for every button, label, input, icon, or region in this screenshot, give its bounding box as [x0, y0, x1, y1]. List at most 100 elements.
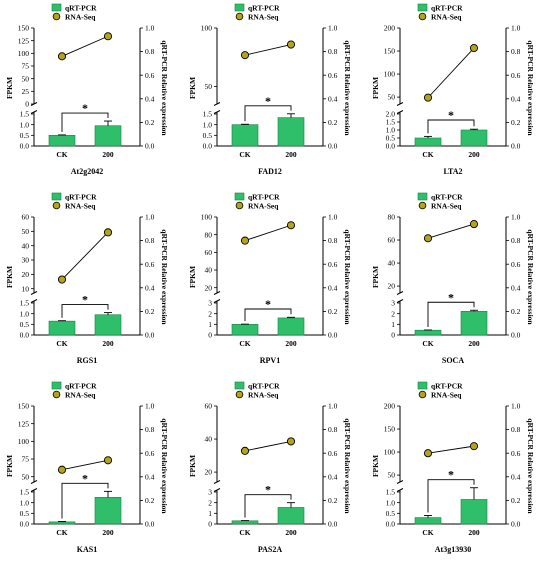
- rnaseq-point-ck: [423, 449, 433, 458]
- significance-bracket: [61, 304, 109, 318]
- axes: 0 1 23 20 40 60 0.0 0.2 0.4 0.6 0.8 1.0 FPKM qRT-PCR …: [188, 402, 352, 529]
- x-tick-label: CK: [56, 150, 67, 159]
- y-tick-label: 40: [205, 266, 213, 275]
- bar-ck: [231, 520, 259, 525]
- significance: *: [427, 468, 475, 513]
- y-tick-label: 100: [18, 49, 30, 58]
- y-tick-label: 3: [208, 488, 212, 497]
- rnaseq-point-200: [286, 437, 296, 446]
- right-tick-label: 0.2: [511, 307, 521, 316]
- y-tick-label: 0.5: [386, 134, 396, 143]
- right-tick-label: 0.2: [145, 496, 155, 505]
- y-tick-label: 150: [18, 402, 30, 411]
- rnaseq-point-200: [286, 40, 296, 49]
- rnaseq-point-ck: [240, 236, 250, 245]
- rnaseq-point-200: [103, 32, 113, 41]
- axes: 0.00.51.01.51020304050600.00.20.40.60.81…: [5, 213, 169, 340]
- y-tick-label: 0.5: [20, 131, 30, 140]
- rnaseq-point-200: [103, 456, 113, 465]
- axis-break-mark: [213, 488, 221, 492]
- points: [240, 437, 296, 455]
- y-tick-label: 1.5: [386, 118, 396, 127]
- gene-label: At3g13930: [435, 545, 471, 554]
- right-tick-label: 0.2: [145, 307, 155, 316]
- legend-point-swatch: [418, 201, 427, 210]
- legend-point-label: RNA-Seq: [65, 202, 96, 211]
- gene-label: At2g2042: [71, 167, 103, 176]
- significance-star: *: [265, 297, 271, 311]
- significance-star: *: [448, 290, 454, 304]
- y-axis-label: FPKM: [188, 266, 197, 288]
- y-tick-label: 3: [208, 299, 212, 308]
- chart-svg: qRT-PCRRNA-Seq0.00.51.01.502550751001251…: [5, 4, 169, 177]
- x-tick-label: 200: [285, 150, 297, 159]
- y-tick-label: 125: [18, 36, 30, 45]
- significance-bracket: [244, 308, 292, 322]
- y-tick-label: 1: [391, 320, 395, 329]
- right-tick-label: 1.0: [145, 402, 155, 411]
- significance-bracket: [427, 301, 475, 327]
- y-tick-label: 40: [388, 259, 396, 268]
- significance-bracket: [244, 494, 292, 518]
- rnaseq-line: [427, 223, 475, 239]
- legend-bar-swatch: [51, 381, 62, 390]
- right-tick-label: 0.0: [328, 331, 338, 340]
- chart-svg: qRT-PCRRNA-Seq0.00.51.01.52.050100150200…: [371, 3, 535, 177]
- y-tick-label: 50: [22, 472, 30, 481]
- bars: [414, 309, 488, 336]
- y-tick-label: 60: [388, 236, 396, 245]
- y-tick-label: 100: [384, 70, 396, 79]
- y-tick-label: 1: [208, 320, 212, 329]
- legend-bar-label: qRT-PCR: [431, 4, 463, 13]
- points: [57, 32, 113, 61]
- chart-panel-fad12: qRT-PCR RNA-Seq 0.0 0.5 1.0 1.5 50 100 0.0 0.2 0.4…: [183, 0, 366, 189]
- right-axis-label: qRT-PCR Relative expression: [343, 418, 352, 514]
- right-tick-label: 1.0: [511, 24, 521, 33]
- significance: *: [427, 290, 475, 327]
- gene-label: LTA2: [443, 167, 462, 176]
- significance-star: *: [82, 293, 88, 307]
- bar-ck: [414, 517, 442, 525]
- y-tick-label: 60: [22, 213, 30, 222]
- rnaseq-line: [61, 35, 109, 57]
- chart-panel-at2g2042: qRT-PCR RNA-Seq 0.0 0.5 1.0 1.5 0 25 50 75 100 125 1…: [0, 0, 183, 189]
- legend-point-swatch: [418, 390, 427, 399]
- significance-bracket: [61, 112, 109, 132]
- chart-panel-pas2a: qRT-PCR RNA-Seq 0 1 2 3 20 40 60 0.0 0.2 0.4 0.6 0.8 1…: [183, 378, 366, 567]
- axis-break-mark: [396, 299, 404, 303]
- right-tick-label: 0.0: [145, 331, 155, 340]
- y-tick-label: 0.0: [20, 331, 30, 340]
- legend-bar-swatch: [417, 3, 428, 12]
- x-tick-label: CK: [422, 528, 433, 537]
- bars: [48, 490, 122, 525]
- legend-bar-label: qRT-PCR: [65, 4, 97, 13]
- x-tick-label: 200: [468, 339, 480, 348]
- bar-ck: [414, 329, 442, 336]
- y-tick-label: 0.0: [20, 520, 30, 529]
- y-tick-label: 0.0: [386, 142, 396, 151]
- legend-bar-label: qRT-PCR: [248, 4, 280, 13]
- gene-label: PAS2A: [258, 545, 283, 554]
- y-tick-label: 0.5: [203, 131, 213, 140]
- y-tick-label: 1.0: [20, 309, 30, 318]
- y-tick-label: 20: [22, 270, 30, 279]
- significance: *: [244, 483, 292, 518]
- right-tick-label: 1.0: [511, 402, 521, 411]
- significance-bracket: [244, 105, 292, 122]
- right-tick-label: 0.6: [328, 71, 338, 80]
- axis-break-mark: [213, 291, 221, 295]
- y-tick-label: 75: [22, 455, 30, 464]
- legend-point-swatch: [52, 390, 61, 399]
- legend-point-label: RNA-Seq: [431, 13, 462, 22]
- axis-break-mark: [30, 488, 38, 492]
- y-tick-label: 100: [18, 437, 30, 446]
- x-tick-label: CK: [239, 339, 250, 348]
- axes: 0.00.51.01.502550751001251500.00.20.40.6…: [5, 24, 169, 151]
- right-tick-label: 0.0: [328, 520, 338, 529]
- axis-break-mark: [396, 102, 404, 106]
- legend-point-label: RNA-Seq: [65, 391, 96, 400]
